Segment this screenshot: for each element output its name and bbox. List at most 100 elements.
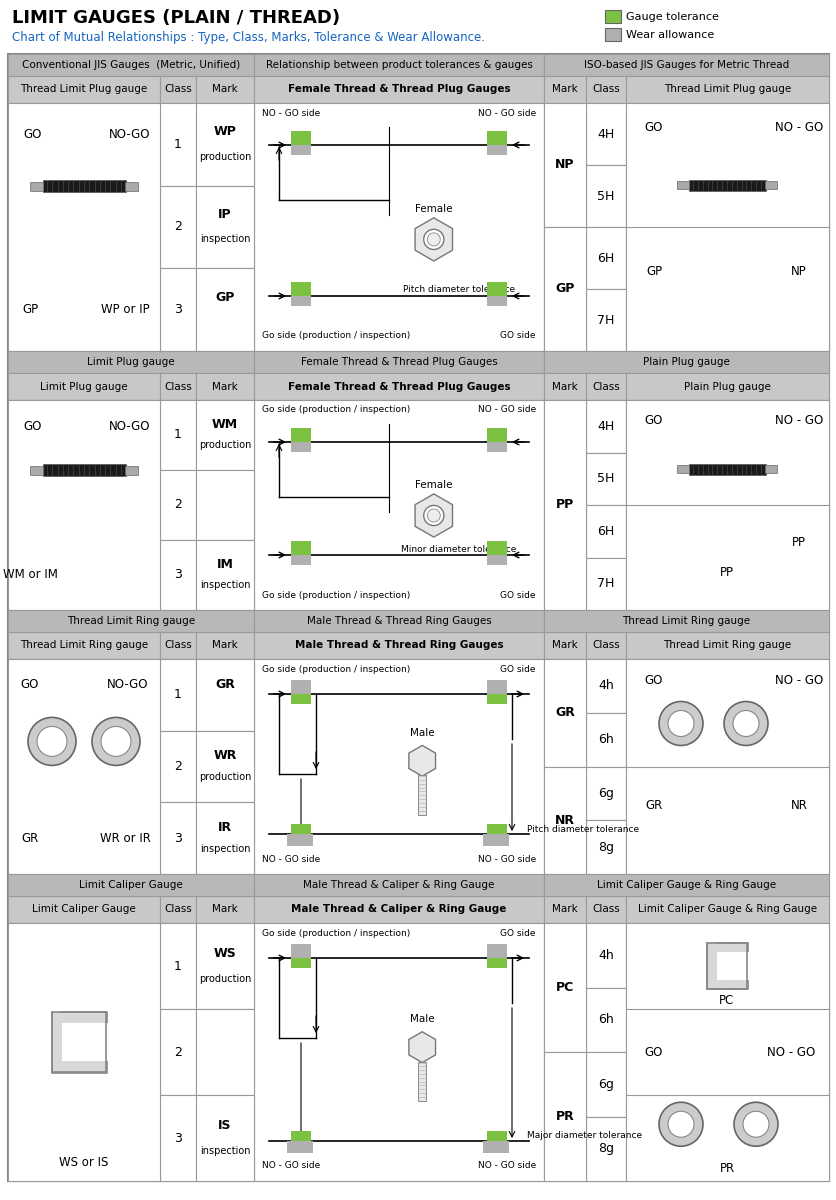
Text: GO side: GO side xyxy=(500,665,535,673)
Text: Female Thread & Thread Plug Gauges: Female Thread & Thread Plug Gauges xyxy=(288,382,510,391)
Bar xyxy=(543,874,828,896)
Bar xyxy=(585,896,625,923)
Bar xyxy=(418,775,426,815)
Bar xyxy=(160,632,196,659)
Text: GR: GR xyxy=(215,678,235,690)
Bar xyxy=(160,659,196,731)
Bar xyxy=(625,659,828,874)
Text: Limit Plug gauge: Limit Plug gauge xyxy=(87,358,175,367)
Text: Female Thread & Thread Plug Gauges: Female Thread & Thread Plug Gauges xyxy=(288,84,510,95)
Text: Thread Limit Ring gauge: Thread Limit Ring gauge xyxy=(622,616,750,626)
Text: inspection: inspection xyxy=(200,844,250,854)
Text: NO - GO: NO - GO xyxy=(774,414,822,427)
Bar xyxy=(196,923,253,1009)
Bar xyxy=(418,1062,426,1100)
Bar xyxy=(160,373,196,400)
Text: 2: 2 xyxy=(174,498,181,511)
Text: Class: Class xyxy=(591,382,619,391)
Bar xyxy=(543,400,585,610)
Bar xyxy=(8,103,160,350)
Text: PC: PC xyxy=(718,995,734,1008)
Text: 8g: 8g xyxy=(597,841,614,853)
Bar xyxy=(8,76,160,103)
Bar xyxy=(487,296,507,306)
Bar xyxy=(487,680,507,694)
Bar xyxy=(543,103,585,227)
Bar xyxy=(160,923,196,1181)
Bar xyxy=(8,400,160,610)
Bar xyxy=(676,181,688,188)
Text: NO - GO side: NO - GO side xyxy=(262,108,320,118)
Bar xyxy=(585,767,625,821)
Bar xyxy=(585,713,625,767)
Text: 2: 2 xyxy=(174,1045,181,1058)
Bar xyxy=(160,400,196,470)
Bar xyxy=(8,400,160,610)
Bar xyxy=(8,923,160,1181)
Text: 6H: 6H xyxy=(597,252,614,264)
Text: 4H: 4H xyxy=(597,127,614,140)
Circle shape xyxy=(658,1103,702,1146)
Bar xyxy=(604,28,620,41)
Text: IM: IM xyxy=(217,558,233,571)
Text: NO - GO: NO - GO xyxy=(774,121,822,134)
Text: Male: Male xyxy=(410,1014,434,1024)
Text: 6g: 6g xyxy=(598,787,613,800)
Text: GO: GO xyxy=(644,121,662,134)
Text: IS: IS xyxy=(218,1118,232,1132)
Text: 5H: 5H xyxy=(597,190,614,203)
Text: 2: 2 xyxy=(174,221,181,234)
Bar xyxy=(196,1009,253,1094)
Circle shape xyxy=(92,718,140,766)
Text: 3: 3 xyxy=(174,832,181,845)
Circle shape xyxy=(427,509,440,522)
Bar xyxy=(125,466,138,475)
Text: NO-GO: NO-GO xyxy=(110,420,150,433)
Bar xyxy=(487,824,507,834)
Bar xyxy=(688,464,765,475)
Text: Male: Male xyxy=(410,727,434,738)
Bar xyxy=(8,659,160,874)
Bar xyxy=(160,269,196,350)
Bar xyxy=(160,1009,196,1094)
Bar xyxy=(30,466,43,475)
Bar xyxy=(585,103,625,350)
Text: GP: GP xyxy=(215,290,234,304)
Bar xyxy=(160,1094,196,1181)
Text: inspection: inspection xyxy=(200,1146,250,1156)
Text: GP: GP xyxy=(22,304,38,316)
Bar xyxy=(160,923,196,1009)
Text: Conventional JIS Gauges  (Metric, Unified): Conventional JIS Gauges (Metric, Unified… xyxy=(22,60,240,70)
Text: Class: Class xyxy=(164,84,191,95)
Bar xyxy=(487,131,507,145)
Bar xyxy=(764,181,776,188)
Text: 3: 3 xyxy=(174,1132,181,1145)
Bar xyxy=(585,558,625,610)
Bar xyxy=(253,610,543,632)
Bar xyxy=(291,428,311,442)
Text: NO - GO side: NO - GO side xyxy=(262,1162,320,1170)
Bar xyxy=(543,400,585,610)
Text: 7H: 7H xyxy=(597,577,614,590)
Bar xyxy=(625,923,828,1181)
Bar xyxy=(253,874,543,896)
Bar xyxy=(160,186,196,269)
Text: PP: PP xyxy=(555,498,573,511)
Bar xyxy=(585,632,625,659)
Text: Thread Limit Ring gauge: Thread Limit Ring gauge xyxy=(663,641,791,650)
Bar xyxy=(585,988,625,1052)
Text: Male Thread & Caliper & Ring Gauge: Male Thread & Caliper & Ring Gauge xyxy=(291,905,506,914)
Bar xyxy=(585,76,625,103)
Text: Mark: Mark xyxy=(552,641,577,650)
Text: Mark: Mark xyxy=(552,382,577,391)
Text: Mark: Mark xyxy=(552,84,577,95)
Text: 4H: 4H xyxy=(597,420,614,433)
Text: NO - GO: NO - GO xyxy=(774,674,822,686)
Text: 6H: 6H xyxy=(597,524,614,538)
Text: Plain Plug gauge: Plain Plug gauge xyxy=(642,358,729,367)
Bar xyxy=(543,659,585,874)
Circle shape xyxy=(667,1111,693,1138)
Polygon shape xyxy=(408,745,435,776)
Text: IR: IR xyxy=(217,821,232,834)
Text: Class: Class xyxy=(591,641,619,650)
